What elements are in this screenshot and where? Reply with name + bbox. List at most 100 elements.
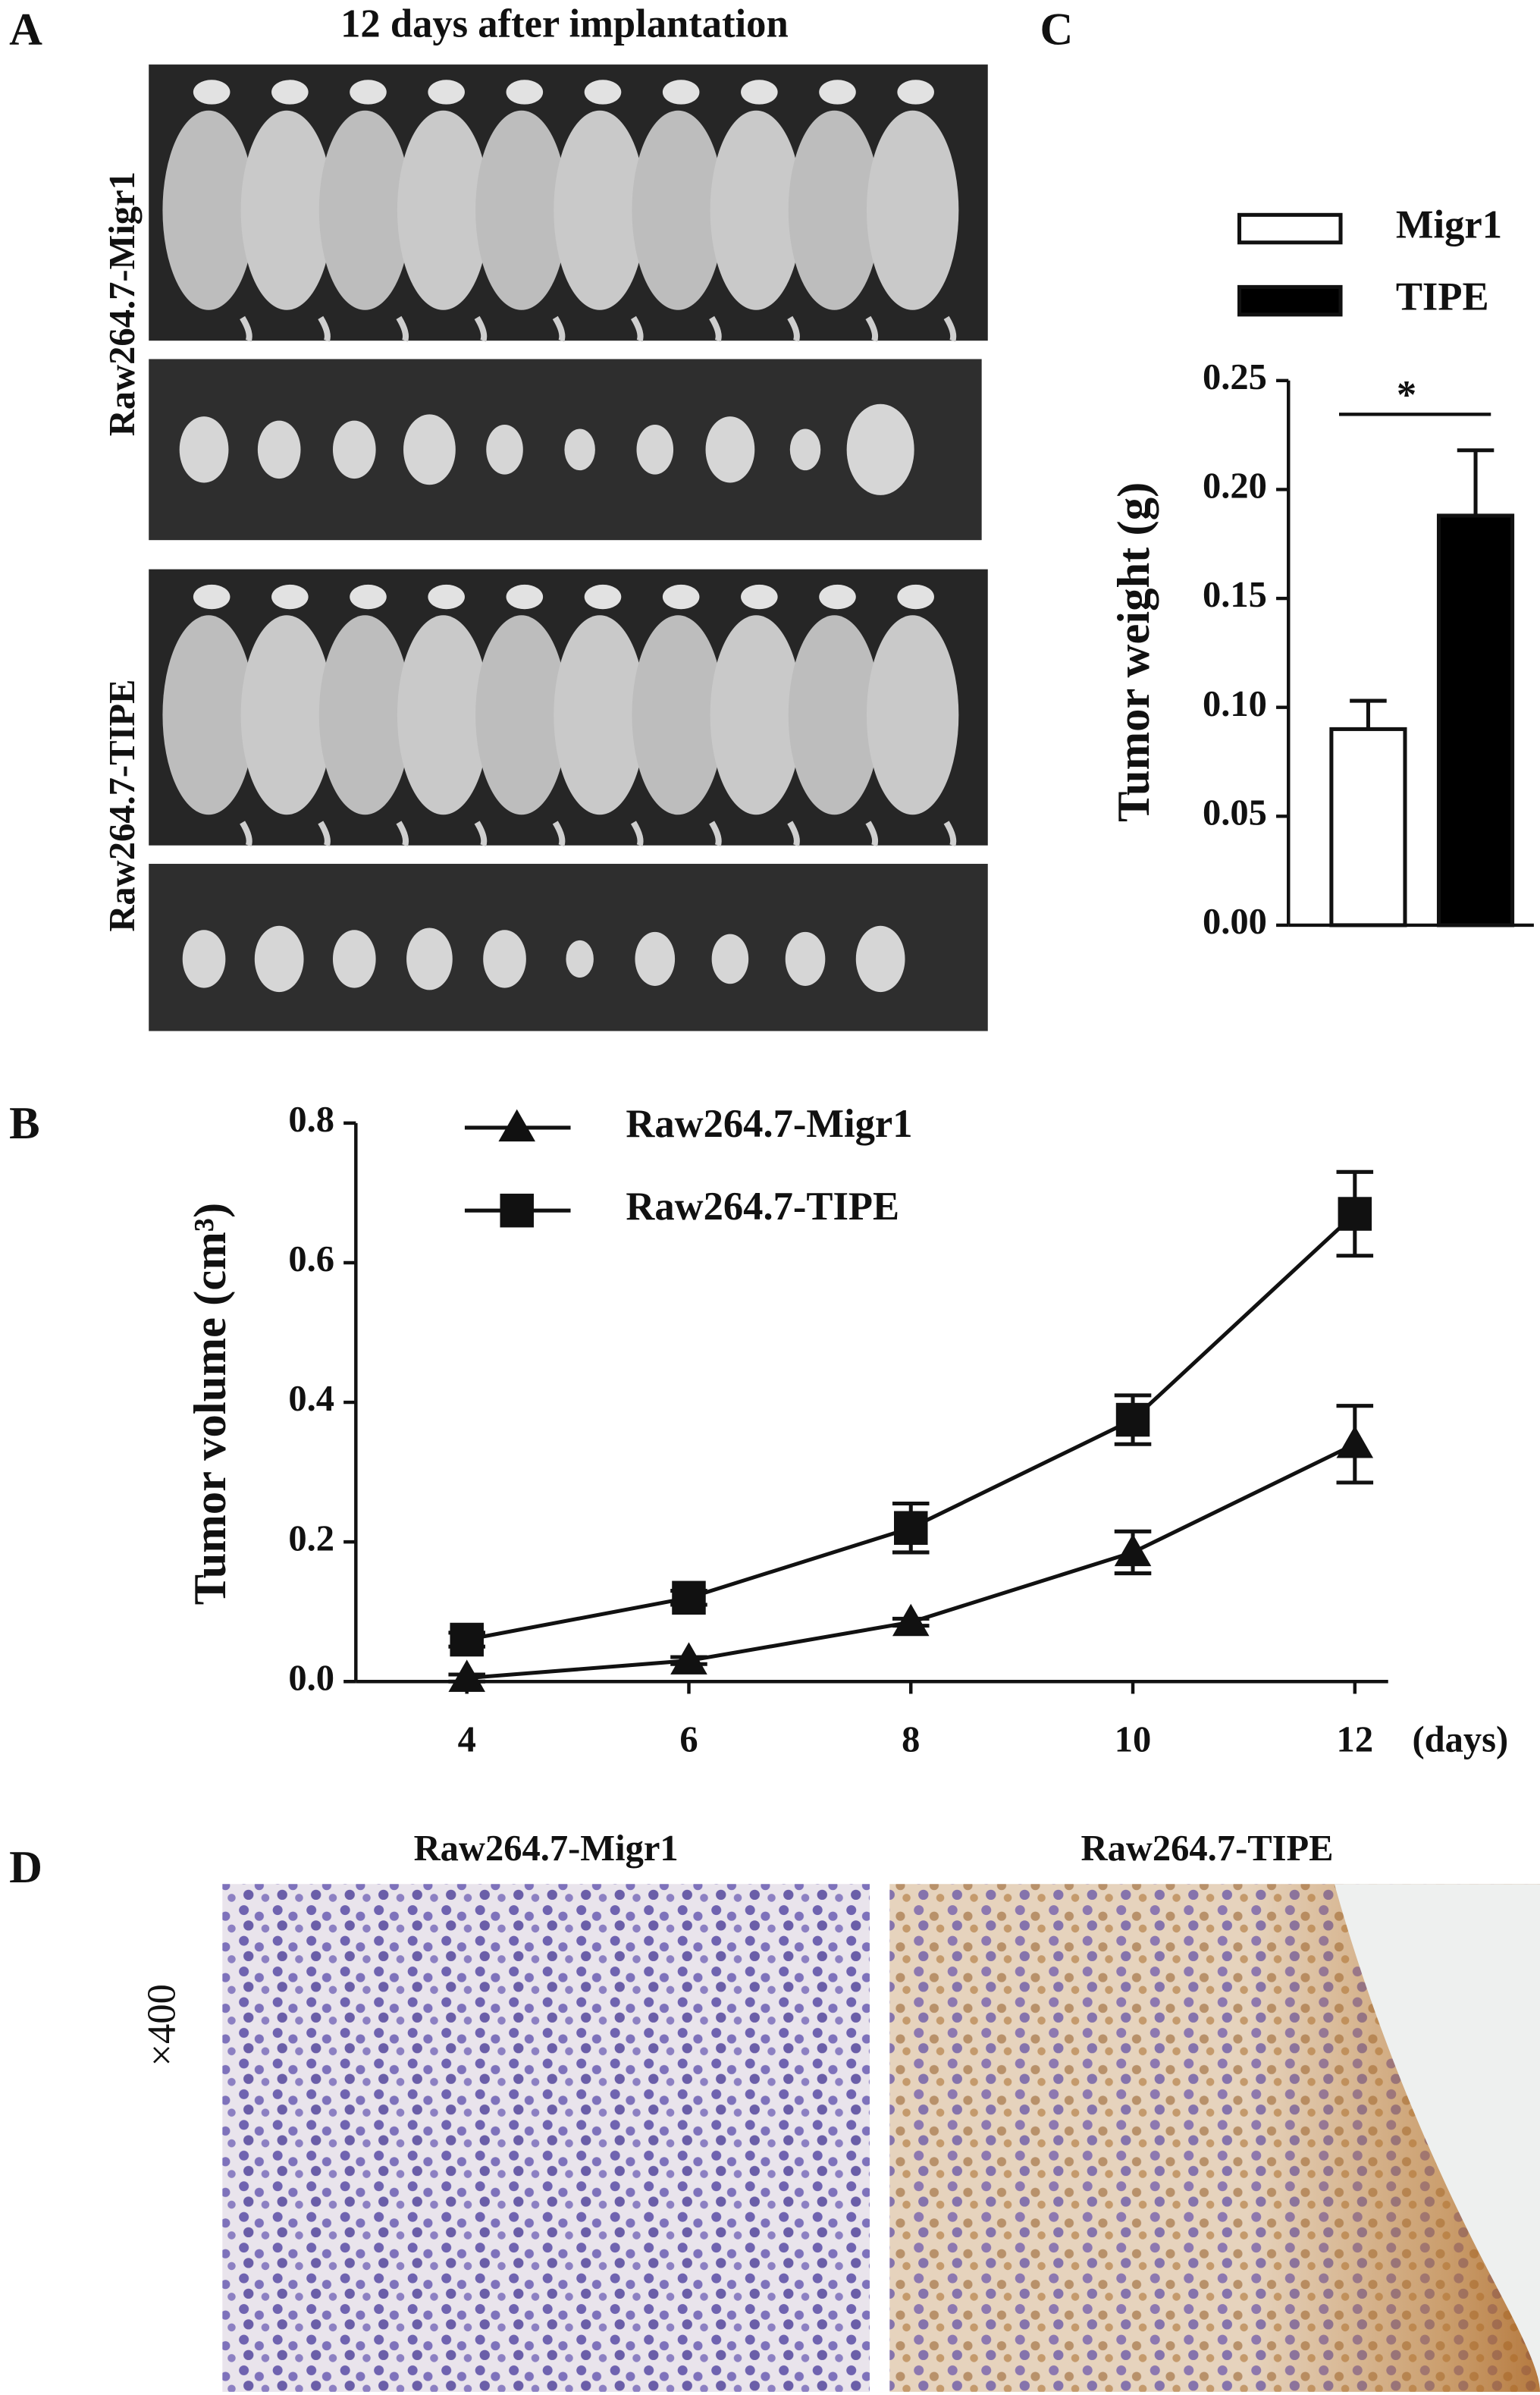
tumor (846, 403, 914, 495)
panel-title: 12 days after implantation (340, 2, 789, 46)
mouse (584, 80, 622, 105)
mouse (632, 615, 724, 815)
mouse (741, 584, 778, 610)
mouse (350, 80, 387, 105)
mouse (271, 584, 309, 610)
mouse (943, 821, 957, 847)
mouse (475, 615, 568, 815)
y-axis-label: Tumor weight (g) (1109, 482, 1159, 822)
significance-mark: * (1397, 373, 1416, 417)
x-axis-label: (days) (1412, 1719, 1508, 1759)
image-title: Raw264.7-TIPE (1081, 1828, 1334, 1869)
marker (670, 1642, 707, 1675)
mouse (584, 584, 622, 610)
tumor (257, 420, 301, 479)
mouse (662, 80, 700, 105)
mouse (271, 80, 309, 105)
mouse (474, 315, 488, 342)
mouse (897, 584, 934, 610)
mouse (630, 821, 644, 847)
tumor (179, 416, 229, 483)
marker (892, 1603, 930, 1637)
mouse (193, 584, 231, 610)
mouse (865, 821, 879, 847)
legend-marker (498, 1109, 535, 1142)
tumor (406, 928, 453, 990)
mouse (630, 315, 644, 342)
mouse (318, 615, 412, 815)
marker (1115, 1402, 1150, 1437)
mouse (240, 110, 333, 310)
mouse (428, 584, 465, 610)
tumor (254, 925, 304, 993)
y-tick-label: 0.2 (288, 1518, 334, 1558)
mouse (554, 615, 646, 815)
tumor (486, 425, 523, 475)
marker (450, 1622, 484, 1657)
error-bar (1350, 698, 1387, 730)
x-tick-label: 10 (1115, 1719, 1152, 1759)
tumor (785, 931, 826, 986)
y-tick-label: 0.8 (288, 1100, 334, 1140)
mouse (397, 110, 490, 310)
tumor (705, 416, 755, 483)
y-tick-label: 0.10 (1203, 684, 1267, 724)
mouse (866, 615, 959, 815)
panel-label: B (9, 1098, 39, 1149)
mouse (819, 80, 856, 105)
mouse (897, 80, 934, 105)
mouse (396, 315, 409, 342)
legend-label: Raw264.7-TIPE (626, 1185, 899, 1229)
mouse (475, 110, 568, 310)
mouse (240, 615, 333, 815)
tumor (635, 931, 676, 986)
x-tick-label: 4 (458, 1719, 476, 1759)
mouse (709, 821, 722, 847)
legend-swatch (1237, 212, 1343, 245)
mouse (943, 315, 957, 342)
tumor (855, 925, 905, 993)
tumor (789, 428, 821, 471)
x-tick-label: 8 (902, 1719, 920, 1759)
mouse (710, 110, 802, 310)
mouse (709, 315, 722, 342)
mouse (552, 315, 566, 342)
row-label: Raw264.7-Migr1 (102, 171, 143, 436)
panel-label: D (9, 1842, 42, 1893)
y-axis-label: Tumor volume (cm³) (185, 1203, 236, 1605)
panel-label: A (9, 5, 42, 55)
mouse (474, 821, 488, 847)
mouse (397, 615, 490, 815)
legend-label: Raw264.7-Migr1 (626, 1102, 912, 1146)
tumor (332, 420, 376, 479)
y-tick-label: 0.0 (288, 1658, 334, 1698)
background-area (1334, 1884, 1540, 2392)
y-tick-label: 0.6 (288, 1239, 334, 1279)
series-line (466, 1212, 1357, 1642)
bar (1329, 727, 1407, 928)
marker (1114, 1533, 1152, 1567)
mouse (710, 615, 802, 815)
mouse (193, 80, 231, 105)
y-tick-label: 0.4 (288, 1379, 334, 1419)
mouse (396, 821, 409, 847)
micrograph (222, 1884, 870, 2392)
bar (1436, 513, 1515, 928)
mouse (318, 110, 412, 310)
mouse (428, 80, 465, 105)
mouse (787, 821, 800, 847)
legend-label: Migr1 (1396, 203, 1502, 247)
tumor (711, 934, 749, 984)
row-label: Raw264.7-TIPE (102, 680, 143, 932)
mouse (662, 584, 700, 610)
mouse-photos (149, 64, 988, 1031)
magnification: ×400 (140, 1984, 184, 2067)
y-tick-label: 0.20 (1203, 466, 1267, 507)
tumor (403, 414, 456, 485)
mouse (506, 584, 544, 610)
mouse (788, 110, 881, 310)
mouse (240, 821, 252, 847)
mouse (632, 110, 724, 310)
error-bar (1457, 448, 1495, 516)
y-tick-label: 0.15 (1203, 575, 1267, 615)
